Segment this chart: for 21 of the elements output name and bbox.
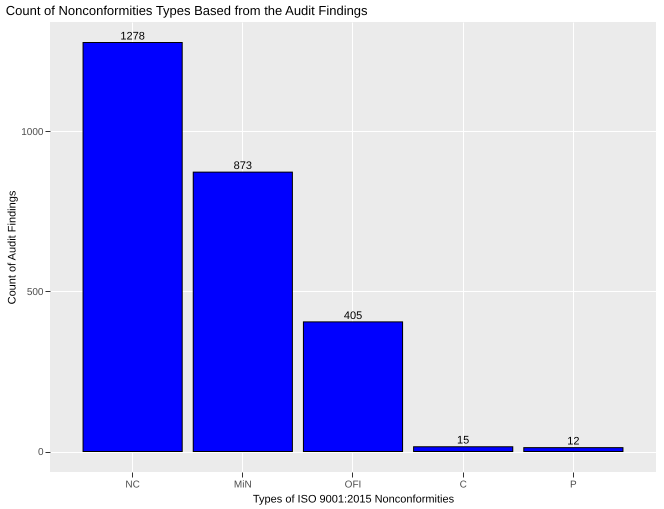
y-axis-title: Count of Audit Findings [6,190,18,304]
x-tick-label: OFI [344,480,362,490]
data-label: 15 [457,434,470,447]
y-tick-label: 0 [38,447,44,458]
bar [302,321,404,452]
data-label: 405 [344,310,362,322]
bar [413,446,514,452]
y-tick-label: 500 [26,286,44,298]
x-tick-label: NC [125,480,140,490]
y-tick-label: 1000 [21,126,44,138]
x-axis-title: Types of ISO 9001:2015 Nonconformities [252,494,455,506]
bar [523,447,624,452]
data-label: 873 [234,160,252,172]
data-label: 12 [567,436,580,448]
x-tick-label: MiN [234,480,252,490]
chart-title: Count of Nonconformities Types Based from the Audit Findings [6,3,368,18]
x-tick-label: P [570,480,578,490]
data-label: 1278 [120,30,145,42]
bar [82,42,183,452]
bar [192,172,293,452]
x-tick-label: C [460,480,467,490]
